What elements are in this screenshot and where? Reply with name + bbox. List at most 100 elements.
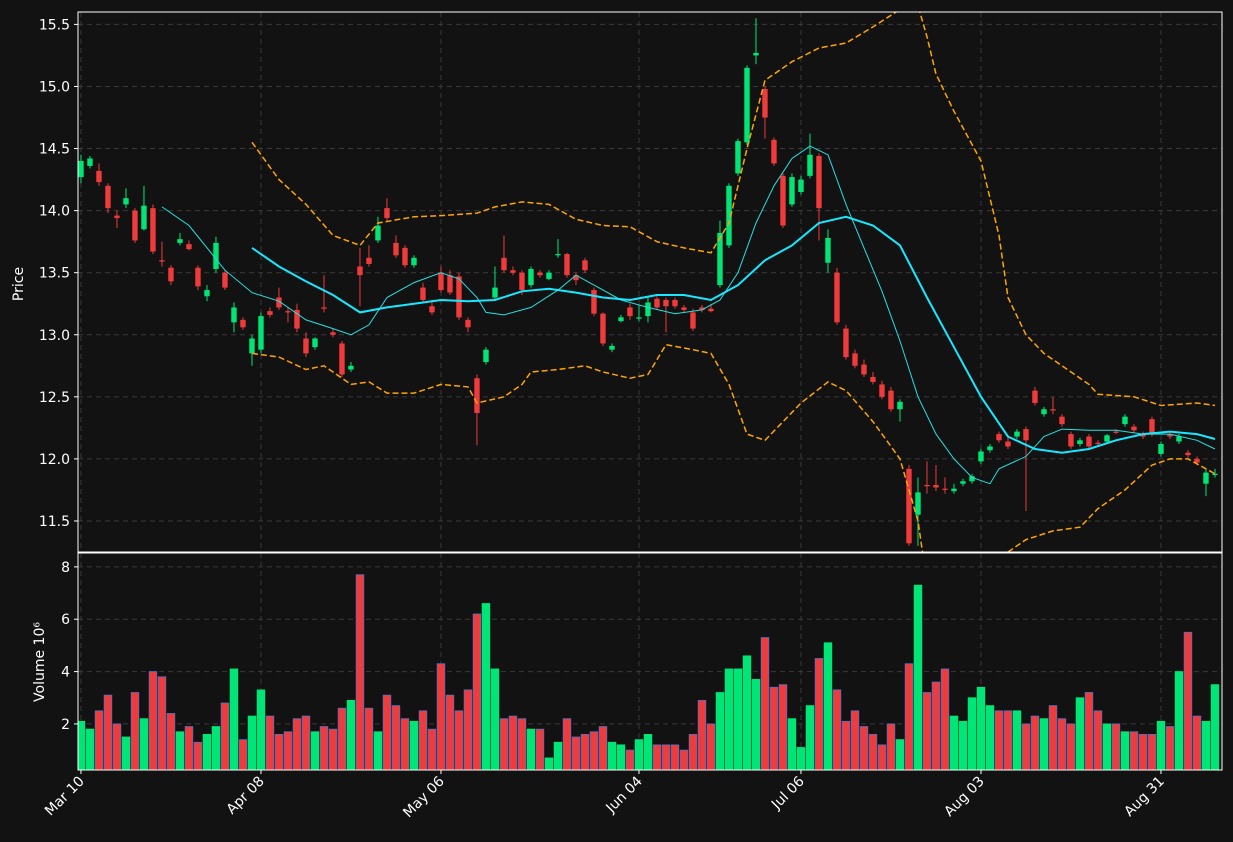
volume-bar — [1003, 710, 1013, 770]
volume-bar — [193, 741, 203, 770]
volume-bar — [1048, 705, 1058, 770]
candle-body — [933, 484, 939, 488]
candle-body — [492, 287, 498, 298]
candle-body — [996, 434, 1002, 441]
moving-average — [251, 215, 1216, 454]
volume-bar — [373, 731, 383, 770]
candle-body — [780, 175, 786, 226]
volume-bar — [1066, 723, 1076, 770]
volume-bar — [895, 739, 905, 770]
volume-bar — [1102, 723, 1112, 770]
candle-body — [438, 272, 444, 291]
volume-bar — [274, 734, 284, 770]
price-frame — [77, 11, 1223, 553]
volume-bar — [562, 718, 572, 770]
volume-bar — [598, 726, 608, 770]
candle-body — [1149, 419, 1155, 435]
volume-bar — [616, 744, 626, 770]
volume-bar — [436, 663, 446, 770]
candle-body — [186, 244, 192, 250]
volume-bar — [1129, 731, 1139, 770]
candle-body — [258, 316, 264, 350]
candle-body — [510, 270, 516, 273]
volume-axis-label: Volume 10⁶ — [32, 622, 48, 702]
candle-body — [114, 215, 120, 219]
candle-body — [753, 52, 759, 56]
volume-bar — [634, 739, 644, 770]
candle-body — [969, 476, 975, 482]
candle-body — [168, 267, 174, 282]
volume-bar — [1057, 718, 1067, 770]
y-tick-label: 2 — [61, 717, 70, 733]
candle-body — [825, 237, 831, 263]
candle-body — [1005, 441, 1011, 447]
volume-bar — [445, 694, 455, 770]
volume-bar — [1138, 734, 1148, 770]
volume-bar — [400, 718, 410, 770]
volume-bar — [823, 642, 833, 770]
candle-body — [1095, 442, 1101, 444]
candle-body — [618, 317, 624, 322]
volume-frame — [77, 552, 1223, 771]
candle-body — [1131, 426, 1137, 431]
candle-body — [564, 254, 570, 276]
candle-body — [555, 254, 561, 256]
candle-body — [150, 208, 156, 252]
candle-body — [303, 338, 309, 354]
candle-body — [879, 384, 885, 397]
volume-bars — [78, 574, 1220, 770]
volume-bar — [364, 707, 374, 770]
candle-body — [798, 179, 804, 192]
overlays — [161, 12, 1216, 552]
volume-bar — [886, 723, 896, 770]
candle-body — [591, 290, 597, 314]
volume-bar — [1210, 684, 1220, 770]
volume-bar — [112, 723, 122, 770]
volume-bar — [211, 726, 221, 770]
volume-bar — [175, 731, 185, 770]
candle-body — [1014, 431, 1020, 437]
candle-body — [537, 272, 543, 276]
candle-body — [663, 300, 669, 307]
candle-body — [924, 484, 930, 487]
volume-bar — [526, 728, 536, 770]
candle-body — [222, 272, 228, 288]
volume-bar — [958, 720, 968, 770]
candle-body — [789, 177, 795, 205]
volume-bar — [166, 713, 176, 770]
volume-bar — [859, 726, 869, 770]
candle-body — [240, 319, 246, 328]
volume-bar — [283, 731, 293, 770]
volume-bar — [967, 697, 977, 770]
candle-body — [834, 272, 840, 323]
candle-body — [366, 257, 372, 264]
volume-bar — [841, 720, 851, 770]
candle-body — [1203, 472, 1209, 484]
volume-bar — [1030, 715, 1040, 770]
candle-body — [978, 451, 984, 462]
candle-body — [402, 247, 408, 266]
candle-body — [942, 488, 948, 490]
volume-bar — [1084, 692, 1094, 770]
volume-bar — [868, 734, 878, 770]
volume-bar — [1012, 710, 1022, 770]
candle-body — [870, 376, 876, 382]
volume-bar — [688, 734, 698, 770]
volume-bar — [751, 679, 761, 770]
candle-body — [645, 302, 651, 317]
volume-bar — [832, 689, 842, 770]
volume-bar — [1039, 718, 1049, 770]
volume-bar — [760, 637, 770, 770]
candle-body — [735, 141, 741, 174]
band-line — [251, 12, 1216, 407]
candle-body — [78, 160, 84, 178]
volume-bar — [1120, 731, 1130, 770]
y-tick-label: 14.0 — [39, 204, 70, 220]
candle-body — [1176, 436, 1182, 442]
candle-body — [708, 308, 714, 312]
y-tick-label: 13.0 — [39, 328, 70, 344]
candle-body — [105, 185, 111, 209]
candle-body — [1068, 434, 1074, 447]
candle-body — [141, 205, 147, 230]
